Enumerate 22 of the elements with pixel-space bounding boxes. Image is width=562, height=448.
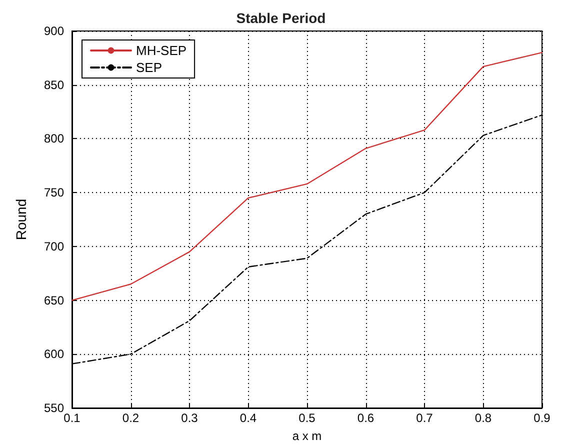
x-tick-label: 0.8 xyxy=(474,411,492,425)
y-tick-label: 800 xyxy=(44,132,64,146)
y-axis-title: Round xyxy=(13,198,29,240)
legend-label: SEP xyxy=(136,60,162,75)
y-tick-label: 650 xyxy=(44,293,64,308)
y-tick-label: 600 xyxy=(44,347,64,362)
legend-label: MH-SEP xyxy=(136,43,187,58)
chart-title: Stable Period xyxy=(236,10,326,26)
y-tick-label: 900 xyxy=(44,24,64,38)
x-tick-label: 0.1 xyxy=(64,411,81,425)
x-axis-title: a x m xyxy=(292,429,322,443)
y-tick-label: 550 xyxy=(44,401,64,415)
y-tick-label: 750 xyxy=(44,186,64,200)
x-tick-label: 0.6 xyxy=(357,411,374,425)
x-tick-label: 0.7 xyxy=(416,411,434,425)
y-tick-label: 700 xyxy=(44,239,64,254)
x-tick-label: 0.2 xyxy=(122,411,140,425)
x-tick-label: 0.3 xyxy=(181,411,198,425)
y-tick-label: 850 xyxy=(44,78,64,92)
x-tick-label: 0.4 xyxy=(240,411,257,425)
x-tick-label: 0.9 xyxy=(534,411,551,425)
x-tick-label: 0.5 xyxy=(298,411,316,425)
